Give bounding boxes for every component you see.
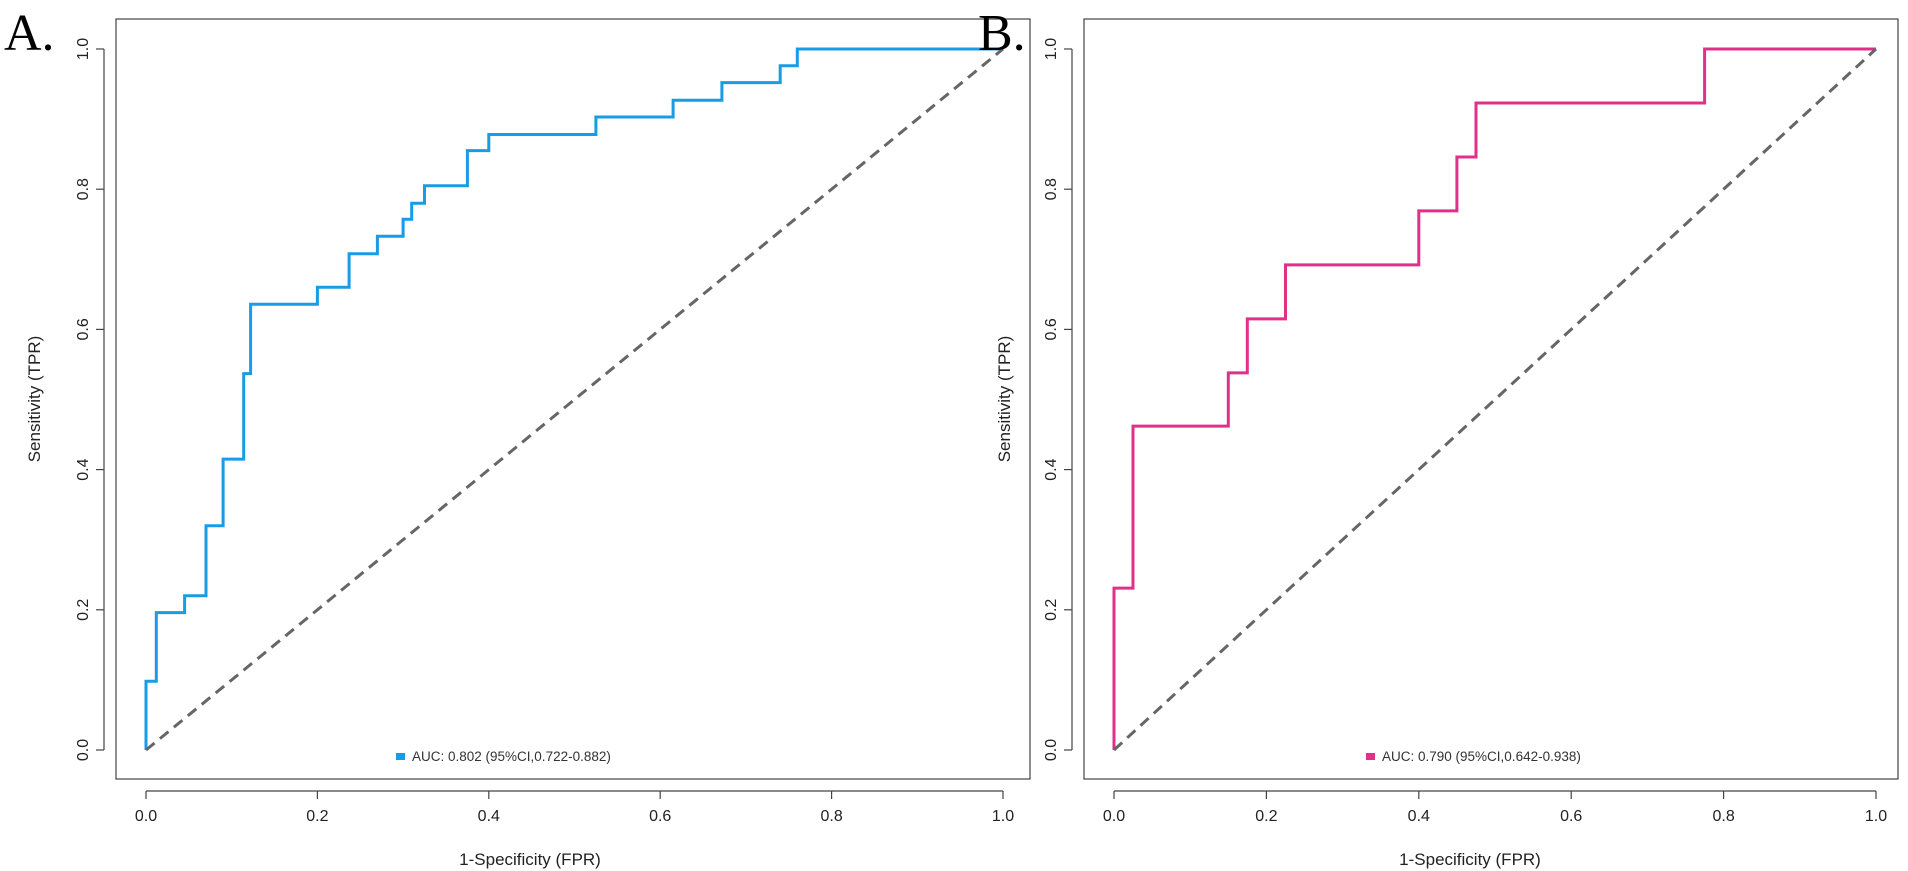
y-tick-label: 0.2: [1043, 599, 1060, 621]
x-tick-label: 0.8: [820, 808, 842, 825]
x-tick-label: 0.4: [1408, 808, 1430, 825]
y-tick-label: 1.0: [75, 38, 92, 60]
panel-label: A.: [4, 5, 55, 62]
legend-label: AUC: 0.802 (95%CI,0.722-0.882): [412, 749, 611, 764]
y-tick-label: 0.6: [1043, 318, 1060, 340]
y-tick-label: 0.6: [75, 318, 92, 340]
x-tick-label: 0.2: [306, 808, 328, 825]
y-tick-label: 0.2: [75, 599, 92, 621]
reference-diagonal-line: [145, 47, 1004, 752]
x-tick-label: 0.4: [478, 808, 500, 825]
x-tick-label: 0.2: [1255, 808, 1277, 825]
y-tick-label: 0.4: [75, 458, 92, 480]
y-tick-label: 0.8: [1043, 178, 1060, 200]
y-axis-label: Sensitivity (TPR): [995, 336, 1014, 463]
y-tick-label: 0.0: [75, 739, 92, 761]
legend-swatch: [1366, 753, 1375, 760]
roc-panel-b: B. 0.0 0.2 0.4 0.6 0.8 1.0 0.0 0.2 0.4 0.6 0.8 1.0 1-…: [978, 5, 1899, 869]
y-tick-label: 0.4: [1043, 458, 1060, 480]
roc-curve-line: [1112, 47, 1876, 750]
x-tick-label: 0.0: [1103, 808, 1125, 825]
x-axis-label: 1-Specificity (FPR): [1399, 850, 1541, 869]
x-tick-label: 0.6: [649, 808, 671, 825]
x-tick-label: 1.0: [992, 808, 1014, 825]
y-tick-label: 0.0: [1043, 739, 1060, 761]
panel-label: B.: [978, 5, 1026, 62]
legend-swatch: [396, 753, 405, 760]
y-tick-label: 1.0: [1043, 38, 1060, 60]
y-tick-label: 0.8: [75, 178, 92, 200]
plot-frame: [1083, 18, 1899, 780]
x-tick-label: 0.8: [1712, 808, 1734, 825]
reference-diagonal-line: [1112, 47, 1878, 752]
x-axis-label: 1-Specificity (FPR): [459, 850, 601, 869]
legend-label: AUC: 0.790 (95%CI,0.642-0.938): [1382, 749, 1581, 764]
plot-frame: [115, 18, 1031, 780]
roc-curve-line: [144, 47, 1003, 750]
y-axis-label: Sensitivity (TPR): [25, 336, 44, 463]
x-tick-label: 1.0: [1865, 808, 1887, 825]
x-tick-label: 0.0: [135, 808, 157, 825]
roc-panel-a: A. 0.0 0.2 0.4 0.6 0.8 1.0 0.0 0.2 0.4 0.6 0.8 1.0 1-…: [4, 5, 1031, 869]
x-tick-label: 0.6: [1560, 808, 1582, 825]
